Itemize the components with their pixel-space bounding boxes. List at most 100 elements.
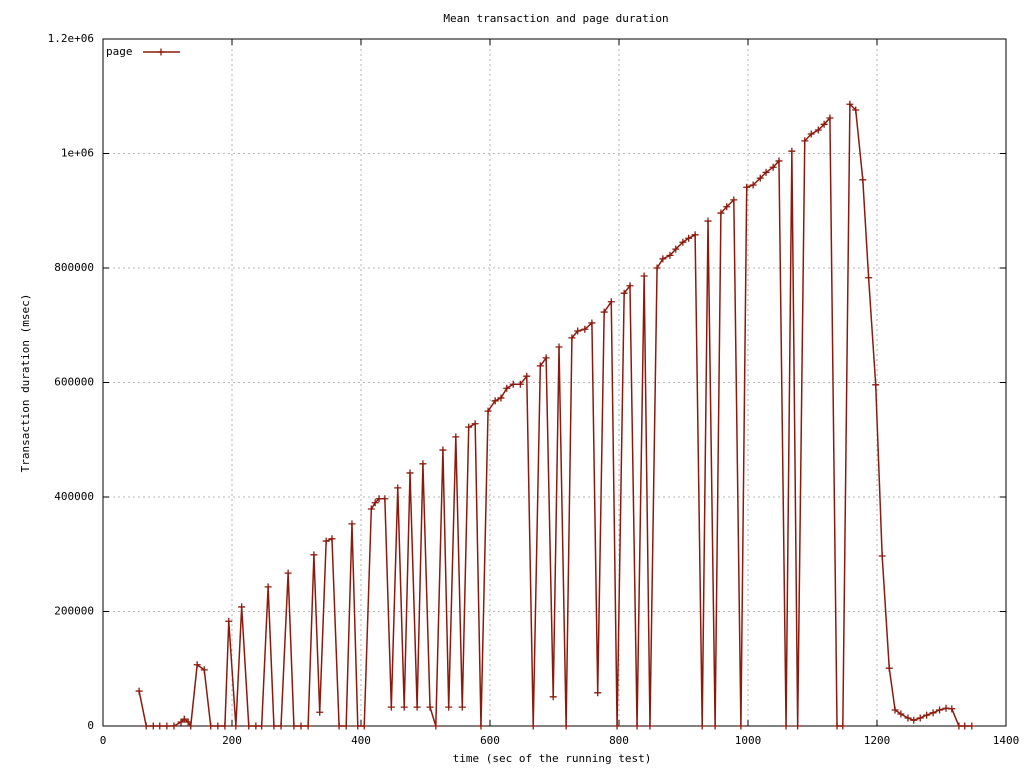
x-axis-label: time (sec of the running test): [453, 752, 652, 765]
data-point: [270, 722, 278, 730]
data-point: [310, 551, 318, 559]
data-point: [156, 722, 164, 730]
data-point: [948, 705, 956, 713]
data-point: [891, 706, 899, 714]
data-point: [737, 722, 745, 730]
data-point: [381, 495, 389, 503]
data-point: [471, 420, 479, 428]
data-point: [497, 394, 505, 402]
data-point: [477, 722, 485, 730]
data-point: [245, 722, 253, 730]
data-point: [769, 163, 777, 171]
data-point: [516, 380, 524, 388]
x-tick-label: 1000: [735, 734, 762, 747]
data-point: [187, 722, 195, 730]
data-point: [666, 251, 674, 259]
data-point: [826, 114, 834, 122]
y-tick-label: 800000: [54, 261, 94, 274]
data-point: [749, 181, 757, 189]
data-point: [607, 298, 615, 306]
data-point: [316, 708, 324, 716]
y-tick-label: 1.2e+06: [48, 32, 94, 45]
data-point: [762, 168, 770, 176]
data-point: [820, 120, 828, 128]
data-point: [885, 664, 893, 672]
data-point: [756, 174, 764, 182]
data-point: [574, 327, 582, 335]
x-tick-label: 0: [100, 734, 107, 747]
data-point: [184, 718, 192, 726]
data-point: [238, 603, 246, 611]
data-point: [961, 722, 969, 730]
y-tick-label: 400000: [54, 490, 94, 503]
data-point: [839, 722, 847, 730]
data-point: [904, 714, 912, 722]
data-point: [568, 334, 576, 342]
data-point: [491, 397, 499, 405]
data-point: [465, 423, 473, 431]
data-point: [852, 106, 860, 114]
data-point: [679, 238, 687, 246]
data-point: [672, 245, 680, 253]
data-point: [691, 231, 699, 239]
data-point: [653, 264, 661, 272]
data-point: [613, 722, 621, 730]
data-point: [426, 703, 434, 711]
data-point: [865, 274, 873, 282]
data-point: [704, 217, 712, 225]
data-point: [394, 484, 402, 492]
data-point: [549, 693, 557, 701]
data-line: [138, 102, 972, 729]
data-point: [328, 535, 336, 543]
data-point: [335, 722, 343, 730]
data-point: [232, 722, 240, 730]
data-point: [846, 100, 854, 108]
data-point: [509, 380, 517, 388]
data-point: [620, 289, 628, 297]
data-point: [711, 722, 719, 730]
data-point: [594, 689, 602, 697]
data-point: [258, 722, 266, 730]
data-point: [581, 325, 589, 333]
data-point: [794, 722, 802, 730]
data-point: [659, 255, 667, 263]
data-point: [484, 407, 492, 415]
x-tick-label: 600: [480, 734, 500, 747]
data-point: [290, 722, 298, 730]
data-point: [297, 722, 305, 730]
data-point: [646, 722, 654, 730]
data-point: [723, 203, 731, 211]
data-point: [135, 687, 143, 695]
legend-marker: [157, 48, 165, 56]
data-point: [180, 715, 188, 723]
data-point: [221, 722, 229, 730]
y-tick-label: 1e+06: [61, 147, 94, 160]
data-point: [445, 703, 453, 711]
data-point: [360, 722, 368, 730]
data-point: [910, 716, 918, 724]
data-point: [304, 722, 312, 730]
data-point: [439, 446, 447, 454]
data-point: [348, 520, 356, 528]
data-point: [367, 505, 375, 513]
data-point: [354, 722, 362, 730]
data-point: [626, 282, 634, 290]
data-point: [807, 130, 815, 138]
data-point: [555, 343, 563, 351]
data-point: [897, 710, 905, 718]
data-point: [277, 722, 285, 730]
y-tick-label: 0: [87, 719, 94, 732]
data-point: [916, 714, 924, 722]
data-point: [193, 661, 201, 669]
data-point: [413, 703, 421, 711]
data-point: [588, 319, 596, 327]
data-point: [633, 722, 641, 730]
data-point: [968, 722, 976, 730]
data-point: [730, 196, 738, 204]
y-tick-label: 200000: [54, 605, 94, 618]
data-point: [284, 569, 292, 577]
data-point: [698, 722, 706, 730]
data-point: [929, 709, 937, 717]
data-point: [523, 372, 531, 380]
